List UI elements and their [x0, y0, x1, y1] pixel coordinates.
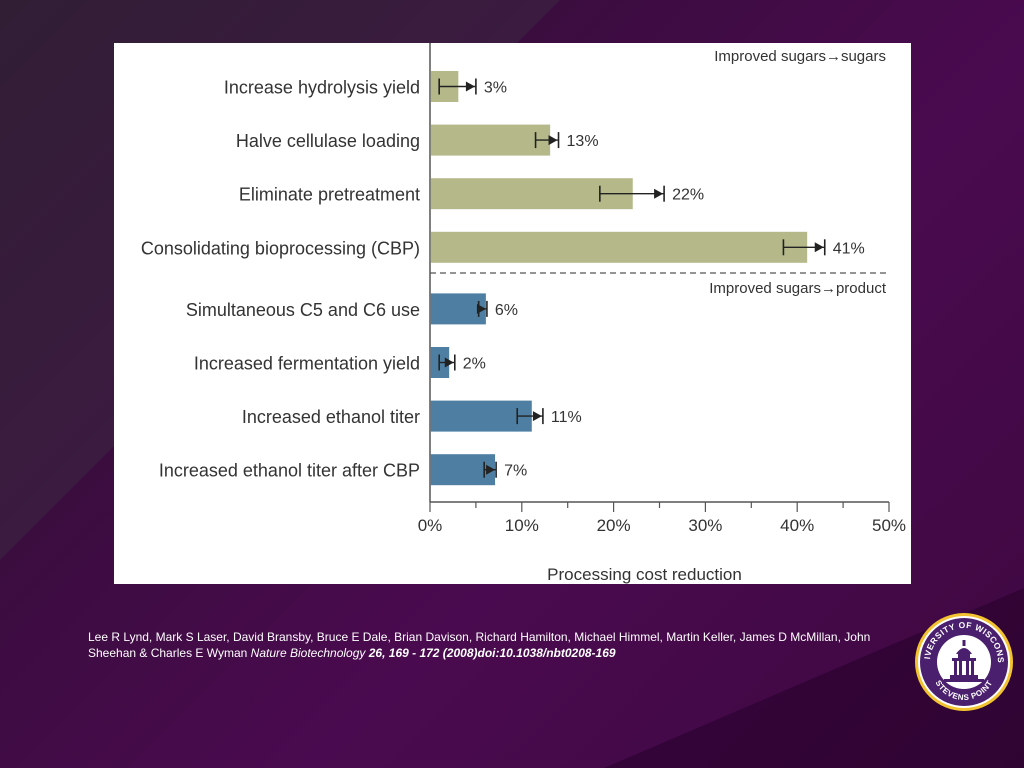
category-label: Increased ethanol titer after CBP [159, 461, 420, 481]
error-bar-arrow [486, 464, 496, 475]
bar [430, 400, 532, 432]
x-tick-label: 20% [597, 516, 631, 535]
group-label-product: Improved sugars→product [709, 280, 887, 297]
category-label: Consolidating bioprocessing (CBP) [141, 238, 420, 258]
x-tick-label: 10% [505, 516, 539, 535]
category-label: Increase hydrolysis yield [224, 78, 420, 98]
error-bar-arrow [444, 357, 454, 368]
citation-journal: Nature Biotechnology [250, 646, 366, 660]
category-label: Increased fermentation yield [194, 354, 420, 374]
x-tick-label: 40% [780, 516, 814, 535]
citation-ref: 26, 169 - 172 (2008)doi:10.1038/nbt0208-… [368, 646, 616, 660]
category-label: Eliminate pretreatment [239, 185, 420, 205]
value-label: 3% [484, 80, 507, 97]
error-bar-arrow [476, 303, 486, 314]
value-label: 22% [672, 187, 704, 204]
group-label-sugars: Improved sugars→sugars [714, 48, 886, 65]
category-label: Halve cellulase loading [236, 131, 420, 151]
error-bar-arrow [532, 411, 542, 422]
value-label: 41% [833, 240, 865, 257]
error-bar-arrow [654, 188, 664, 199]
bar [430, 124, 551, 156]
value-label: 2% [463, 356, 486, 373]
bar [430, 293, 486, 325]
citation: Lee R Lynd, Mark S Laser, David Bransby,… [88, 629, 908, 661]
x-tick-label: 0% [418, 516, 443, 535]
value-label: 6% [495, 302, 518, 319]
value-label: 11% [551, 409, 582, 426]
error-bar-arrow [814, 242, 824, 253]
category-label: Simultaneous C5 and C6 use [186, 300, 420, 320]
university-seal-logo: UNIVERSITY OF WISCONSIN STEVENS POINT [911, 604, 1014, 712]
error-bar-arrow [548, 135, 558, 146]
citation-authors: Lee R Lynd, Mark S Laser, David Bransby,… [88, 630, 871, 660]
x-axis-title: Processing cost reduction [547, 565, 742, 584]
value-label: 7% [504, 463, 527, 480]
x-tick-label: 50% [872, 516, 906, 535]
category-label: Increased ethanol titer [242, 407, 420, 427]
chart-panel: 0% 10% 20% 30% 40% 50% Processing cost reducti… [114, 43, 911, 584]
error-bar-arrow [465, 81, 475, 92]
cost-reduction-chart: 0% 10% 20% 30% 40% 50% Processing cost reducti… [141, 43, 906, 584]
x-tick-label: 30% [688, 516, 722, 535]
value-label: 13% [567, 133, 599, 150]
bar [430, 231, 808, 263]
